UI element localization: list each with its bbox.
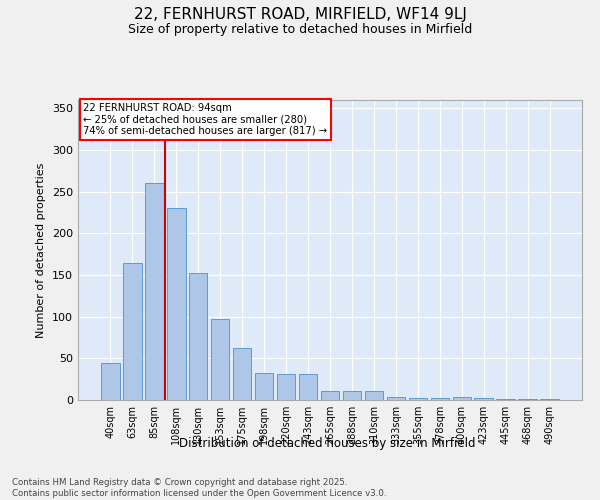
Y-axis label: Number of detached properties: Number of detached properties (37, 162, 46, 338)
Bar (101, 362, 119, 400)
Bar (123, 262, 142, 400)
Bar (541, 399, 559, 400)
Bar (431, 398, 449, 400)
Text: Size of property relative to detached houses in Mirfield: Size of property relative to detached ho… (128, 22, 472, 36)
Text: 22 FERNHURST ROAD: 94sqm
← 25% of detached houses are smaller (280)
74% of semi-: 22 FERNHURST ROAD: 94sqm ← 25% of detach… (83, 103, 327, 136)
Bar (255, 372, 274, 400)
Bar (299, 374, 317, 400)
Bar (386, 396, 405, 400)
Bar (409, 398, 427, 400)
Bar (320, 391, 340, 400)
Bar (145, 184, 164, 400)
Bar (475, 398, 493, 400)
Text: Distribution of detached houses by size in Mirfield: Distribution of detached houses by size … (179, 437, 475, 450)
Bar (211, 319, 229, 400)
Text: 22, FERNHURST ROAD, MIRFIELD, WF14 9LJ: 22, FERNHURST ROAD, MIRFIELD, WF14 9LJ (134, 8, 466, 22)
Bar (496, 399, 515, 400)
Bar (365, 391, 383, 400)
Bar (167, 208, 185, 400)
Bar (452, 396, 471, 400)
Bar (518, 399, 537, 400)
Text: Contains HM Land Registry data © Crown copyright and database right 2025.
Contai: Contains HM Land Registry data © Crown c… (12, 478, 386, 498)
Bar (189, 272, 208, 400)
Bar (233, 348, 251, 400)
Bar (277, 374, 295, 400)
Bar (343, 391, 361, 400)
